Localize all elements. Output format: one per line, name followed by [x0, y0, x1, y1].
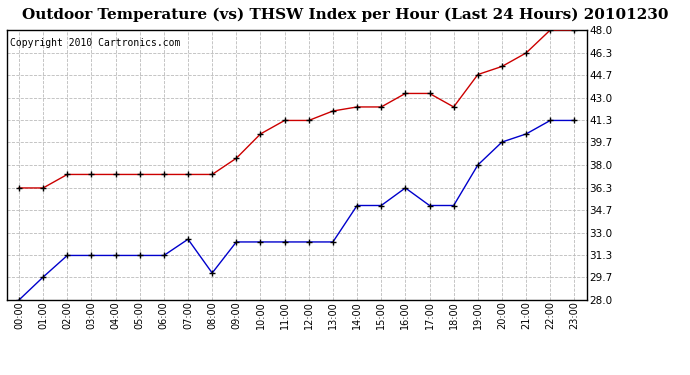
Text: Copyright 2010 Cartronics.com: Copyright 2010 Cartronics.com	[10, 38, 180, 48]
Text: Outdoor Temperature (vs) THSW Index per Hour (Last 24 Hours) 20101230: Outdoor Temperature (vs) THSW Index per …	[22, 8, 668, 22]
